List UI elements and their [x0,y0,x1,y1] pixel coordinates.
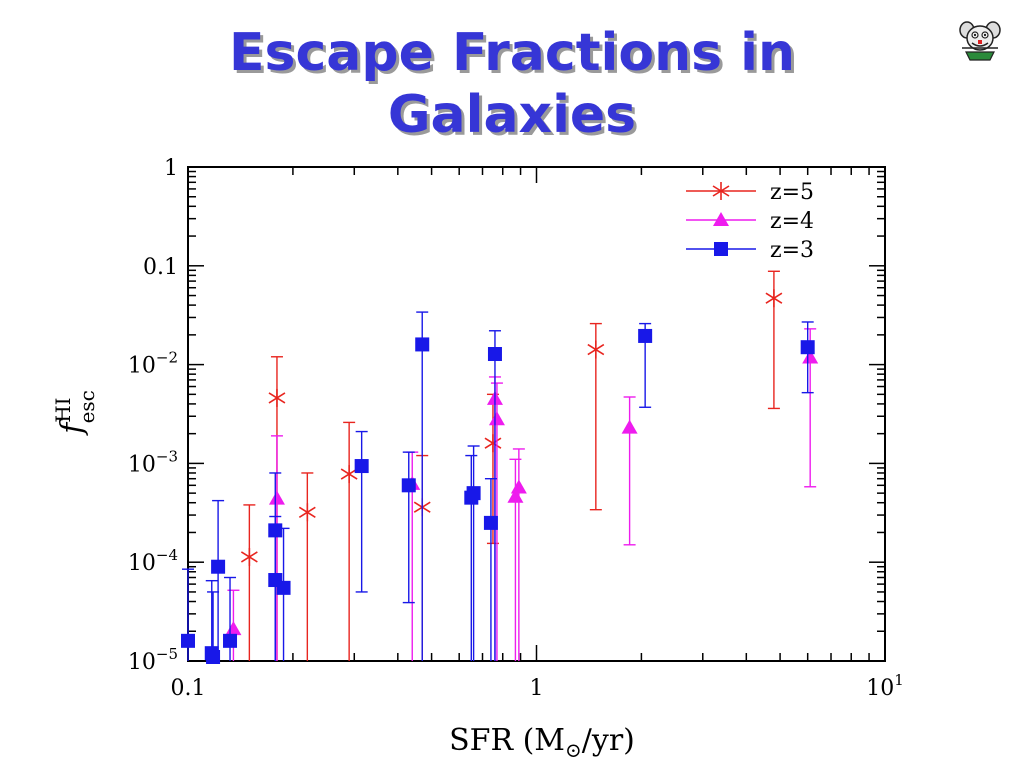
data-point [765,289,783,308]
data-point [802,349,819,364]
data-point [483,515,498,530]
data-point [354,459,369,474]
slide-title: Escape Fractions in Galaxies [112,22,912,146]
data-point [206,650,221,664]
y-tick-label: 1 [164,156,178,181]
axis-ticks [187,167,885,662]
cartoon-mascot-icon [959,21,1001,61]
x-tick-label: 0.1 [171,676,206,701]
data-point [211,559,226,574]
data-point [240,547,258,566]
data-series [181,270,819,664]
data-point [268,490,285,505]
x-tick-label: 101 [866,671,904,701]
series-square [181,311,815,664]
data-point [223,633,238,648]
data-point [415,337,430,352]
legend-label: z=3 [770,238,814,263]
data-point [638,328,653,343]
y-tick-label: 0.1 [143,255,178,280]
legend-marker [714,242,728,256]
data-point [401,478,416,493]
data-point [488,411,505,426]
y-tick-label: 10−5 [128,645,178,675]
data-point [800,340,815,355]
legend: z=5 z=4 z=3 [686,180,814,263]
x-axis-label: SFR (M⊙/yr) [449,723,635,762]
data-point [268,388,286,407]
slide-title-line-1: Escape Fractions in [228,23,796,83]
y-tick-label: 10−3 [128,447,178,477]
series-triangle [225,328,819,661]
data-point [181,633,195,648]
legend-label: z=5 [770,180,814,205]
tick-labels: 0.1 1 101 1 0.1 10−2 10−3 10−4 10−5 [128,156,904,701]
series-asterisk [240,270,783,661]
data-point [510,479,527,494]
y-axis-label: fHIesc [51,390,99,436]
data-point [225,621,242,636]
slide-title-line-2: Galaxies [387,85,637,145]
y-tick-label: 10−4 [128,546,178,576]
data-point [466,486,481,501]
x-tick-label: 1 [530,676,544,701]
data-point [484,434,502,453]
data-point [487,347,502,362]
data-point [621,419,638,434]
y-axis-label-sub: esc [75,390,99,423]
legend-label: z=4 [770,209,814,234]
data-point [340,465,358,484]
data-point [587,340,605,359]
x-axis-label-sub: ⊙ [565,738,582,762]
data-point [276,580,291,595]
x-axis-label-end: /yr) [582,723,635,758]
data-point [298,503,316,522]
x-axis-label-main: SFR (M [449,723,565,758]
y-tick-label: 10−2 [128,349,178,379]
legend-marker [712,182,730,200]
legend-marker [713,212,729,226]
y-axis-label-sup: HI [51,397,75,422]
